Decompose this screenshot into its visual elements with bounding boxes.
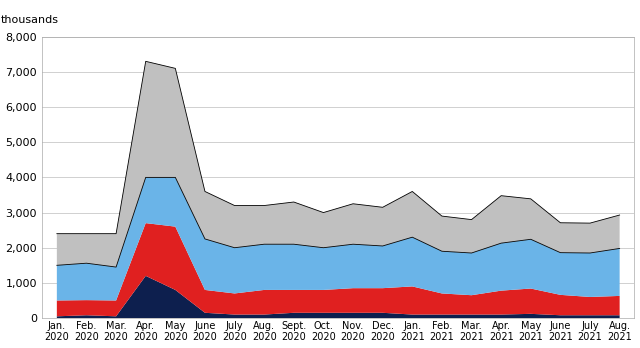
Text: thousands: thousands — [1, 15, 59, 25]
